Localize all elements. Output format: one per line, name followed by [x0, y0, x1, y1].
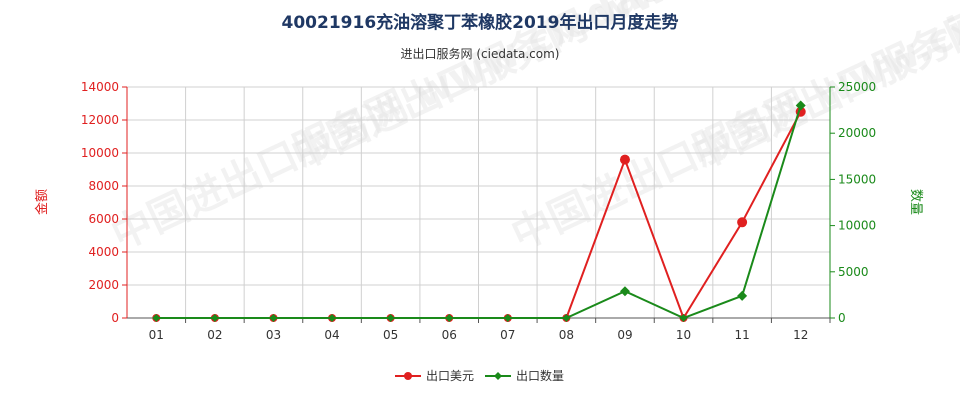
y-left-tick-label: 2000 [88, 278, 119, 292]
chart-title: 40021916充油溶聚丁苯橡胶2019年出口月度走势 [282, 12, 679, 33]
data-point[interactable] [619, 286, 630, 297]
x-tick-label: 07 [500, 328, 515, 342]
x-tick-label: 01 [149, 328, 164, 342]
data-point[interactable] [679, 314, 688, 322]
x-tick-label: 04 [324, 328, 339, 342]
legend-label[interactable]: 出口数量 [516, 368, 564, 383]
x-tick-label: 05 [383, 328, 398, 342]
legend: 出口美元 出口数量 [395, 368, 564, 383]
x-tick-label: 11 [734, 328, 749, 342]
data-point[interactable] [152, 314, 161, 322]
data-point[interactable] [445, 314, 454, 322]
legend-label[interactable]: 出口美元 [426, 369, 474, 383]
data-point[interactable] [795, 100, 806, 111]
y-left-tick-label: 0 [111, 311, 119, 325]
x-tick-label: 06 [442, 328, 457, 342]
y-right-tick-label: 5000 [838, 265, 869, 279]
y-right-tick-label: 20000 [838, 126, 876, 140]
data-point[interactable] [328, 314, 337, 322]
y-left-tick-label: 10000 [81, 146, 119, 160]
legend-swatch-marker [494, 372, 502, 380]
chart-subtitle: 进出口服务网 (ciedata.com) [401, 46, 560, 61]
data-point[interactable] [269, 314, 278, 322]
y-right-tick-label: 10000 [838, 219, 876, 233]
data-point[interactable] [210, 314, 219, 322]
x-tick-label: 02 [207, 328, 222, 342]
data-point[interactable] [619, 154, 630, 165]
y-right-axis-label: 数量 [908, 189, 923, 215]
watermark-text: 中国进出口服务网 www.ciedata.com [105, 0, 788, 259]
y-right-tick-label: 25000 [838, 80, 876, 94]
y-left-tick-label: 4000 [88, 245, 119, 259]
y-left-tick-label: 8000 [88, 179, 119, 193]
data-point[interactable] [737, 290, 748, 301]
data-point[interactable] [386, 314, 395, 322]
y-left-tick-label: 12000 [81, 113, 119, 127]
grid-layer [126, 86, 831, 319]
data-point[interactable] [503, 314, 512, 322]
x-tick-label: 03 [266, 328, 281, 342]
x-tick-label: 12 [793, 328, 808, 342]
y-right-tick-label: 15000 [838, 172, 876, 186]
x-tick-label: 09 [617, 328, 632, 342]
y-left-tick-label: 6000 [88, 212, 119, 226]
x-tick-label: 10 [676, 328, 691, 342]
series-layer [152, 100, 806, 322]
series-line [156, 105, 802, 320]
axes-layer: 0200040006000800010000120001400005000100… [34, 80, 923, 342]
y-left-axis-label: 金额 [34, 189, 50, 215]
y-right-tick-label: 0 [838, 311, 846, 325]
y-left-tick-label: 14000 [81, 80, 119, 94]
data-point[interactable] [562, 314, 571, 322]
data-point[interactable] [737, 217, 748, 228]
legend-swatch-marker [404, 372, 412, 380]
x-tick-label: 08 [559, 328, 574, 342]
